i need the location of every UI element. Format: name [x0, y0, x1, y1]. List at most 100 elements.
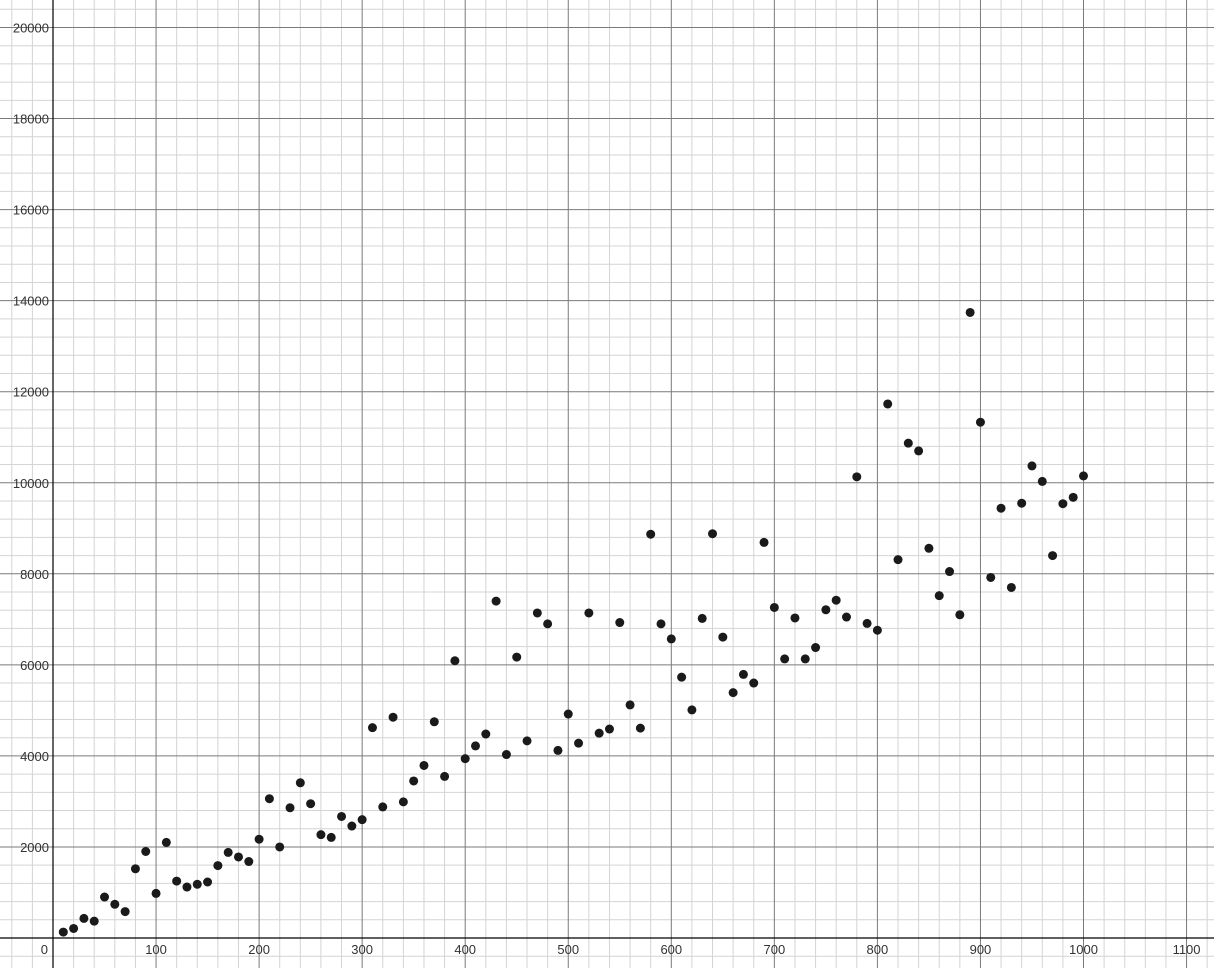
data-point — [831, 595, 841, 605]
data-point — [1068, 492, 1078, 502]
data-point — [811, 643, 821, 653]
data-point — [728, 688, 738, 698]
data-point — [151, 888, 161, 898]
data-point — [409, 776, 419, 786]
data-point — [965, 307, 975, 317]
data-point — [367, 723, 377, 733]
data-point — [481, 729, 491, 739]
data-point — [584, 608, 594, 618]
data-point — [635, 723, 645, 733]
x-tick-label: 1100 — [1173, 942, 1201, 957]
data-point — [264, 794, 274, 804]
data-point — [872, 625, 882, 635]
y-tick-label: 14000 — [13, 294, 49, 309]
data-point — [697, 613, 707, 623]
data-point — [69, 923, 79, 933]
data-point — [563, 709, 573, 719]
data-point — [1006, 582, 1016, 592]
y-tick-label: 16000 — [13, 203, 49, 218]
data-point — [718, 632, 728, 642]
data-point — [1017, 498, 1027, 508]
data-point — [141, 847, 151, 857]
y-tick-label: 12000 — [13, 385, 49, 400]
data-point — [192, 879, 202, 889]
data-point — [172, 876, 182, 886]
data-point — [574, 738, 584, 748]
data-point — [100, 892, 110, 902]
data-point — [862, 618, 872, 628]
data-point — [594, 728, 604, 738]
data-point — [501, 750, 511, 760]
data-point — [378, 802, 388, 812]
data-point — [945, 567, 955, 577]
data-point — [893, 555, 903, 565]
data-point — [615, 618, 625, 628]
data-point — [419, 760, 429, 770]
data-point — [903, 438, 913, 448]
data-point — [677, 672, 687, 682]
data-point — [769, 602, 779, 612]
data-point — [790, 613, 800, 623]
data-point — [429, 717, 439, 727]
data-point — [914, 446, 924, 456]
data-point — [532, 608, 542, 618]
data-point — [388, 712, 398, 722]
y-tick-label: 8000 — [20, 567, 49, 582]
data-point — [543, 619, 553, 629]
data-point — [924, 543, 934, 553]
x-tick-label: 500 — [557, 942, 579, 957]
y-tick-label: 10000 — [13, 476, 49, 491]
data-point — [295, 778, 305, 788]
data-point — [1058, 499, 1068, 509]
data-point — [213, 861, 223, 871]
y-tick-label: 4000 — [20, 749, 49, 764]
data-point — [996, 503, 1006, 513]
data-point — [1037, 476, 1047, 486]
data-point — [1027, 461, 1037, 471]
data-point — [1048, 551, 1058, 561]
data-point — [306, 799, 316, 809]
y-tick-label: 6000 — [20, 658, 49, 673]
data-point — [337, 811, 347, 821]
data-point — [254, 834, 264, 844]
data-point — [955, 610, 965, 620]
data-point — [223, 847, 233, 857]
x-tick-label: 100 — [145, 942, 167, 957]
data-point — [130, 864, 140, 874]
data-point — [182, 882, 192, 892]
x-tick-label: 300 — [351, 942, 373, 957]
x-tick-label: 400 — [454, 942, 476, 957]
data-point — [471, 741, 481, 751]
data-point — [1079, 471, 1088, 481]
data-point — [604, 724, 614, 734]
origin-label: 0 — [41, 942, 48, 957]
data-point — [975, 417, 985, 427]
data-point — [986, 572, 996, 582]
data-point — [491, 596, 501, 606]
data-point — [738, 669, 748, 679]
data-point — [687, 705, 697, 715]
data-point — [800, 654, 810, 664]
data-point — [841, 612, 851, 622]
data-points — [58, 307, 1088, 937]
data-point — [120, 907, 130, 917]
data-point — [161, 837, 171, 847]
data-point — [244, 857, 254, 867]
data-point — [852, 472, 862, 482]
data-point — [347, 821, 357, 831]
data-point — [656, 619, 666, 629]
data-point — [398, 797, 408, 807]
data-point — [233, 852, 243, 862]
x-tick-label: 800 — [867, 942, 889, 957]
data-point — [646, 529, 656, 539]
data-point — [553, 745, 563, 755]
data-point — [666, 634, 676, 644]
data-point — [821, 605, 831, 615]
y-tick-label: 2000 — [20, 840, 49, 855]
x-tick-label: 200 — [248, 942, 270, 957]
data-point — [79, 913, 89, 923]
x-tick-labels: 100 200 300 400 500 600 700 800 900 1000 1100 — [145, 942, 1200, 957]
y-tick-label: 20000 — [13, 21, 49, 36]
